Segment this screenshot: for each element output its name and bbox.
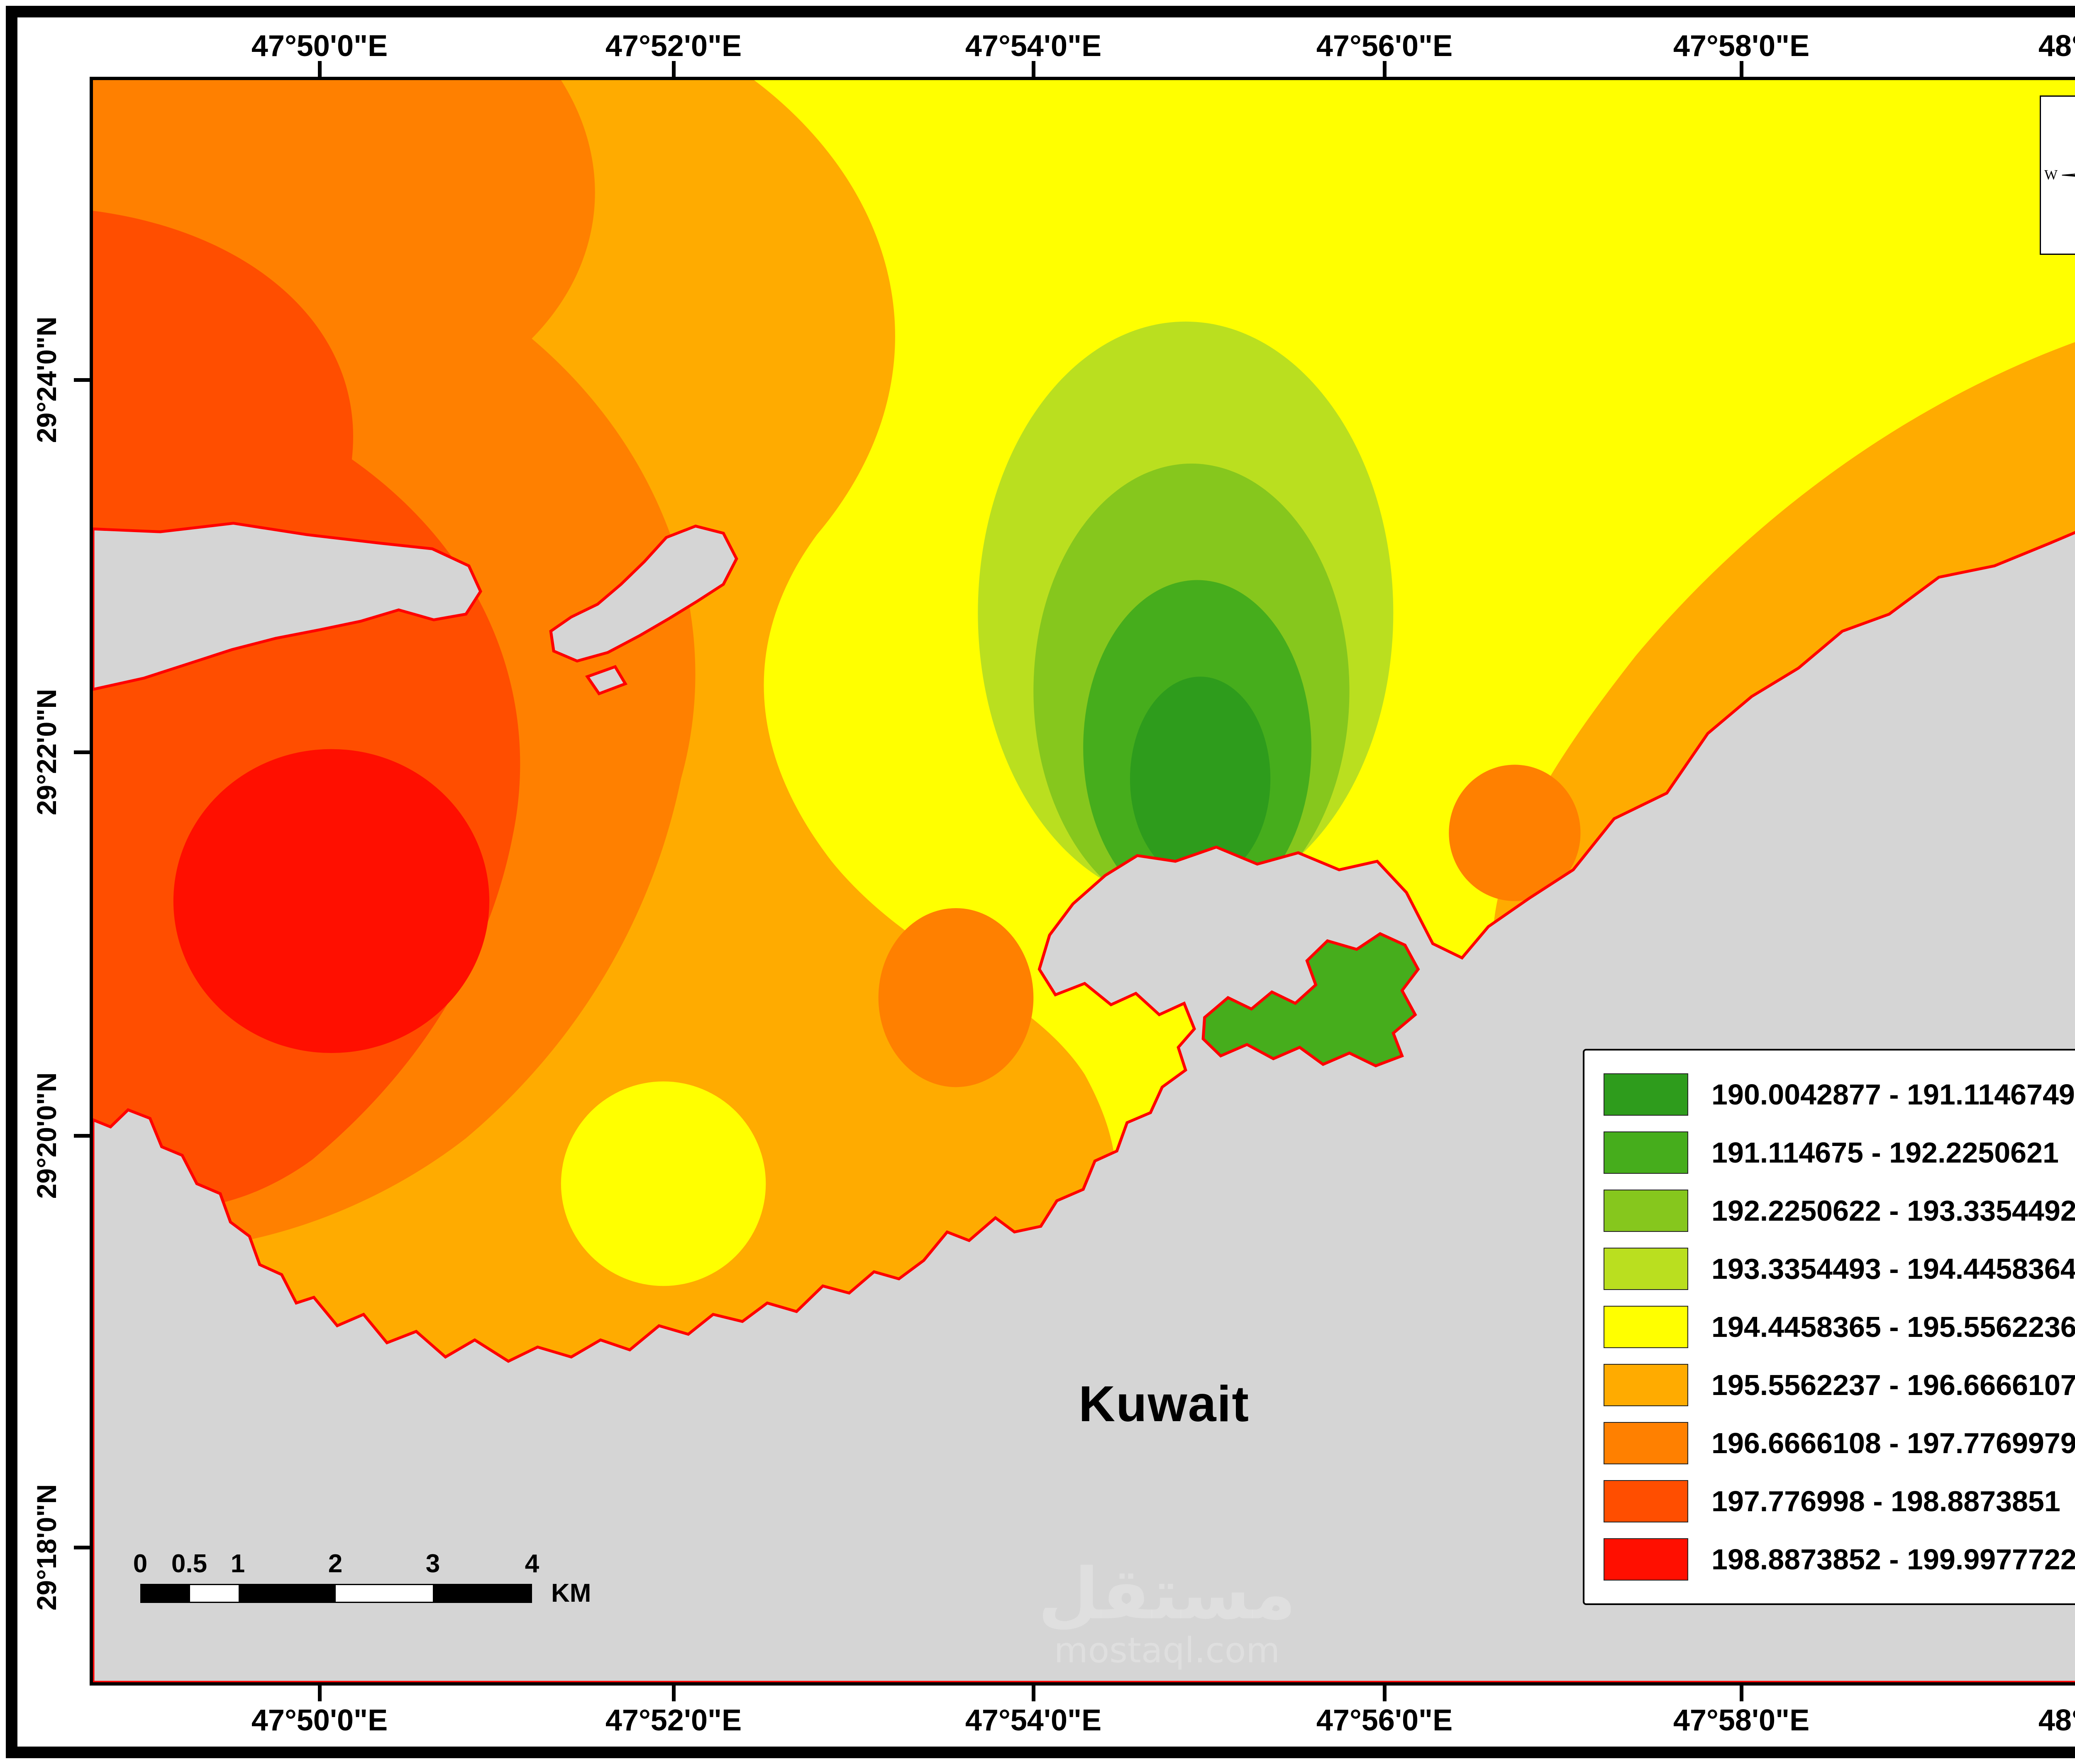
grid-tick	[1032, 61, 1035, 77]
latitude-label: 29°18'0"N	[31, 1484, 62, 1611]
legend-item: 195.5562237 - 196.6666107	[1604, 1363, 2075, 1407]
scale-tick-label: 0.5	[171, 1549, 208, 1578]
scalebar-segment	[433, 1585, 531, 1602]
grid-tick	[1383, 1686, 1387, 1701]
legend-label: 192.2250622 - 193.3354492	[1711, 1195, 2075, 1227]
land-spit-peninsula	[93, 522, 482, 691]
legend-label: 197.776998 - 198.8873851	[1711, 1485, 2060, 1517]
legend-swatch	[1604, 1480, 1688, 1522]
grid-tick	[318, 1686, 322, 1701]
longitude-label: 47°50'0"E	[251, 1704, 388, 1737]
longitude-label: 47°54'0"E	[965, 29, 1102, 63]
longitude-label: 47°58'0"E	[1673, 29, 1810, 63]
map-sheet-border: 47°50'0"E 47°52'0"E 47°54'0"E 47°56'0"E …	[6, 6, 2075, 1758]
zone-yellow-blob	[561, 1081, 766, 1286]
scale-tick-label: 1	[230, 1549, 245, 1578]
grid-tick	[74, 1546, 90, 1549]
scale-bar-segments	[140, 1584, 532, 1603]
legend-swatch	[1604, 1190, 1688, 1232]
legend-swatch	[1604, 1073, 1688, 1116]
legend-item: 193.3354493 - 194.4458364	[1604, 1247, 2075, 1290]
longitude-label: 47°56'0"E	[1316, 29, 1453, 63]
legend-label: 196.6666108 - 197.7769979	[1711, 1427, 2075, 1459]
scalebar-segment	[239, 1585, 336, 1602]
zone-dark-orange-center	[878, 908, 1034, 1087]
legend-swatch	[1604, 1306, 1688, 1348]
longitude-label: 47°52'0"E	[605, 29, 742, 63]
compass-rose-icon	[2062, 173, 2075, 177]
scale-tick-label: 2	[328, 1549, 343, 1578]
grid-tick	[1740, 61, 1743, 77]
region-label-kuwait: Kuwait	[1079, 1376, 1250, 1432]
longitude-label: 47°58'0"E	[1673, 1704, 1810, 1737]
legend-swatch	[1604, 1538, 1688, 1581]
legend-swatch	[1604, 1422, 1688, 1464]
north-arrow-box: N S W E	[2040, 95, 2075, 255]
watermark-site: mostaql.com	[1054, 1630, 1280, 1671]
legend-label: 190.0042877 - 191.1146749	[1711, 1078, 2075, 1111]
scalebar-segment	[142, 1585, 190, 1602]
legend-item: 194.4458365 - 195.5562236	[1604, 1305, 2075, 1349]
inlet-lagoon-green	[1201, 932, 1420, 1068]
scale-tick-label: 3	[425, 1549, 440, 1578]
scalebar-segment	[336, 1585, 433, 1602]
zone-red-core	[173, 749, 490, 1053]
watermark-name: مستقل	[1038, 1553, 1296, 1635]
legend-item: 191.114675 - 192.2250621	[1604, 1131, 2075, 1174]
legend-swatch	[1604, 1364, 1688, 1406]
legend-item: 190.0042877 - 191.1146749	[1604, 1073, 2075, 1116]
grid-tick	[1383, 61, 1387, 77]
land-mainland	[93, 531, 2075, 1682]
latitude-label: 29°22'0"N	[31, 689, 62, 816]
land-islet	[585, 665, 628, 696]
grid-tick	[672, 1686, 676, 1701]
legend-item: 196.6666108 - 197.7769979	[1604, 1422, 2075, 1465]
longitude-label: 47°56'0"E	[1316, 1704, 1453, 1737]
grid-tick	[1032, 1686, 1035, 1701]
land-island	[549, 524, 738, 663]
grid-tick	[74, 378, 90, 382]
compass-west-label: W	[2044, 167, 2058, 183]
legend-label: 195.5562237 - 196.6666107	[1711, 1369, 2075, 1401]
legend-item: 197.776998 - 198.8873851	[1604, 1480, 2075, 1523]
scale-tick-label: 0	[133, 1549, 148, 1578]
longitude-label: 47°54'0"E	[965, 1704, 1102, 1737]
map-frame	[90, 77, 2075, 1686]
longitude-label: 47°50'0"E	[251, 29, 388, 63]
scale-bar: 0 0.5 1 2 3 4 KM	[133, 1549, 680, 1611]
grid-tick	[672, 61, 676, 77]
interpolation-surface	[93, 80, 2075, 1682]
scalebar-segment	[190, 1585, 239, 1602]
grid-tick	[74, 1134, 90, 1138]
longitude-label: 47°52'0"E	[605, 1704, 742, 1737]
longitude-label: 48°0'0"E	[2038, 1704, 2075, 1737]
grid-tick	[1740, 1686, 1743, 1701]
legend-swatch	[1604, 1131, 1688, 1174]
legend-item: 198.8873852 - 199.9977722	[1604, 1538, 2075, 1581]
zone-dark-orange-east	[1449, 765, 1581, 901]
scale-unit-label: KM	[551, 1579, 591, 1608]
latitude-label: 29°24'0"N	[31, 316, 62, 443]
legend-box: 190.0042877 - 191.1146749 191.114675 - 1…	[1583, 1049, 2075, 1605]
longitude-label: 48°0'0"E	[2038, 29, 2075, 63]
legend-label: 198.8873852 - 199.9977722	[1711, 1543, 2075, 1576]
legend-item: 192.2250622 - 193.3354492	[1604, 1189, 2075, 1232]
latitude-label: 29°20'0"N	[31, 1072, 62, 1199]
grid-tick	[74, 750, 90, 754]
zone-green-core	[1130, 677, 1271, 881]
legend-label: 193.3354493 - 194.4458364	[1711, 1253, 2075, 1285]
legend-swatch	[1604, 1248, 1688, 1290]
grid-tick	[318, 61, 322, 77]
scale-tick-label: 4	[525, 1549, 540, 1578]
legend-label: 194.4458365 - 195.5562236	[1711, 1311, 2075, 1343]
legend-label: 191.114675 - 192.2250621	[1711, 1136, 2059, 1169]
